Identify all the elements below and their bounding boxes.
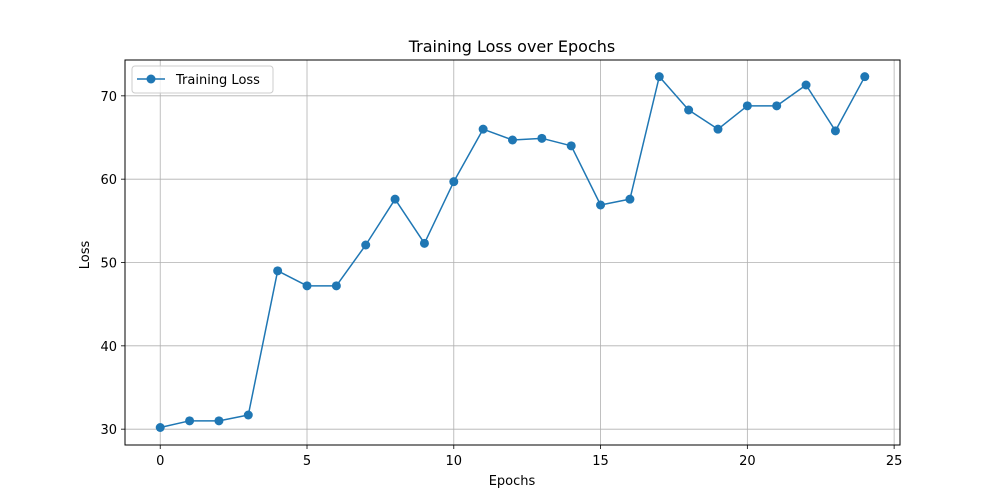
data-point [361,240,371,250]
data-point [185,416,195,426]
y-tick-label: 60 [100,173,117,188]
y-tick-label: 30 [100,423,117,438]
y-tick-label: 70 [100,90,117,105]
data-point [508,135,517,145]
data-point [801,80,811,90]
y-tick-label: 40 [100,340,117,355]
axes-frame [124,59,901,446]
data-point [772,101,782,111]
legend-label-training-loss: Training Loss [175,73,260,88]
data-point [478,124,488,134]
data-point [390,194,400,204]
data-point [537,133,547,143]
x-axis-label: Epochs [489,474,536,489]
ticks: 0 5 10 15 20 25 30 40 50 60 70 [100,90,902,469]
chart-title: Training Loss over Epochs [408,37,616,56]
data-point [419,238,429,248]
data-point [625,194,635,204]
series-line [160,75,866,429]
legend: Training Loss [131,65,274,94]
x-tick-label: 0 [156,454,164,469]
legend-box [131,65,274,94]
x-tick-label: 10 [446,454,463,469]
data-point [273,266,283,276]
data-point [830,126,840,136]
data-point [684,105,694,115]
grid [125,60,900,445]
series-layer [155,72,870,432]
y-axis-label: Loss [78,241,93,270]
data-point [302,281,312,291]
data-point [243,410,253,420]
data-point [742,101,752,111]
x-tick-label: 15 [592,454,609,469]
data-point [331,281,341,291]
x-tick-label: 5 [303,454,311,469]
x-tick-label: 25 [886,454,903,469]
data-point [566,141,576,151]
legend-marker [146,74,156,84]
data-point [214,416,224,426]
data-point [449,177,459,187]
data-point [860,72,870,82]
data-point [155,423,165,432]
data-point [713,124,723,134]
y-tick-label: 50 [100,257,117,272]
data-point [596,200,606,210]
x-tick-label: 20 [739,454,756,469]
data-point [654,72,664,82]
